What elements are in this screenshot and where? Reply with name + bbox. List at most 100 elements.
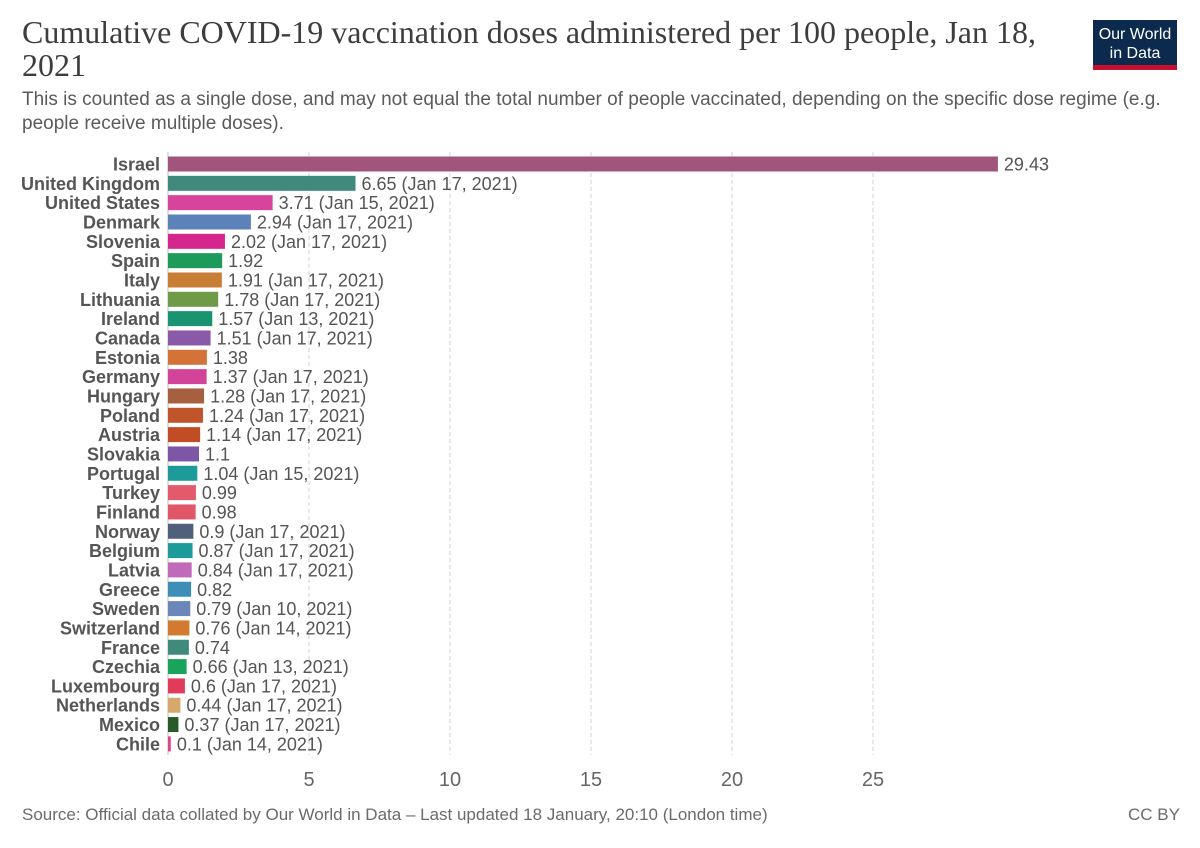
category-label: Chile [116,734,160,754]
bar-row-lithuania[interactable]: Lithuania 1.78 (Jan 17, 2021) [80,290,380,310]
value-label: 0.79 (Jan 10, 2021) [196,599,352,619]
bar[interactable] [168,427,201,443]
bar-row-portugal[interactable]: Portugal 1.04 (Jan 15, 2021) [87,464,359,484]
value-label: 1.51 (Jan 17, 2021) [217,328,373,348]
bar-row-mexico[interactable]: Mexico 0.37 (Jan 17, 2021) [99,715,341,735]
bar-row-greece[interactable]: Greece 0.82 [99,580,232,600]
bar[interactable] [168,485,196,501]
bar-row-slovakia[interactable]: Slovakia 1.1 [87,444,230,464]
bar-row-israel[interactable]: Israel 29.43 [113,155,1049,175]
value-label: 1.92 [228,251,263,271]
bar-row-norway[interactable]: Norway 0.9 (Jan 17, 2021) [95,522,346,542]
source-note: Source: Official data collated by Our Wo… [22,805,768,824]
bar-row-chile[interactable]: Chile 0.1 (Jan 14, 2021) [116,734,323,754]
bar[interactable] [168,543,193,559]
bar[interactable] [168,233,225,249]
bar[interactable] [168,330,211,346]
bar[interactable] [168,446,200,462]
bar[interactable] [168,562,192,578]
category-label: Denmark [83,212,161,232]
bar[interactable] [168,717,179,733]
category-label: Turkey [102,483,160,503]
bar-row-united-kingdom[interactable]: United Kingdom 6.65 (Jan 17, 2021) [21,174,518,194]
bar-row-spain[interactable]: Spain 1.92 [111,251,263,271]
bar[interactable] [168,388,205,404]
bar-row-estonia[interactable]: Estonia 1.38 [95,348,248,368]
bar[interactable] [168,465,198,481]
our-world-in-data-logo[interactable]: Our World in Data [1093,20,1177,70]
license-link[interactable]: CC BY [1128,805,1180,824]
bar-row-denmark[interactable]: Denmark 2.94 (Jan 17, 2021) [83,212,413,232]
bar[interactable] [168,697,181,713]
value-label: 2.02 (Jan 17, 2021) [231,232,387,252]
category-label: Israel [113,155,160,175]
bar[interactable] [168,678,185,694]
bar[interactable] [168,253,223,269]
value-label: 1.57 (Jan 13, 2021) [218,309,374,329]
bar[interactable] [168,349,207,365]
bar[interactable] [168,601,191,617]
x-tick-label: 15 [580,769,602,791]
bar-row-germany[interactable]: Germany 1.37 (Jan 17, 2021) [82,367,369,387]
bar-row-austria[interactable]: Austria 1.14 (Jan 17, 2021) [98,425,362,445]
category-label: Luxembourg [51,676,160,696]
category-label: Portugal [87,464,160,484]
category-label: Ireland [101,309,160,329]
bar-row-czechia[interactable]: Czechia 0.66 (Jan 13, 2021) [92,657,349,677]
value-label: 0.98 [202,502,237,522]
bar-row-slovenia[interactable]: Slovenia 2.02 (Jan 17, 2021) [86,232,387,252]
bar-row-ireland[interactable]: Ireland 1.57 (Jan 13, 2021) [101,309,374,329]
bar[interactable] [168,523,194,539]
value-label: 1.78 (Jan 17, 2021) [224,290,380,310]
category-label: Czechia [92,657,161,677]
bar[interactable] [168,581,192,597]
bar-row-canada[interactable]: Canada 1.51 (Jan 17, 2021) [95,328,373,348]
bar-row-france[interactable]: France 0.74 [101,638,230,658]
bar-row-sweden[interactable]: Sweden 0.79 (Jan 10, 2021) [92,599,352,619]
bar-row-belgium[interactable]: Belgium 0.87 (Jan 17, 2021) [89,541,355,561]
category-label: Mexico [99,715,160,735]
value-label: 1.14 (Jan 17, 2021) [206,425,362,445]
bar-row-hungary[interactable]: Hungary 1.28 (Jan 17, 2021) [87,386,366,406]
bar-row-finland[interactable]: Finland 0.98 [96,502,237,522]
bar[interactable] [168,156,998,172]
bar-row-united-states[interactable]: United States 3.71 (Jan 15, 2021) [45,193,435,213]
bar[interactable] [168,620,190,636]
bar[interactable] [168,311,213,327]
category-label: Canada [95,328,161,348]
bar-row-italy[interactable]: Italy 1.91 (Jan 17, 2021) [124,270,384,290]
bar-row-luxembourg[interactable]: Luxembourg 0.6 (Jan 17, 2021) [51,676,337,696]
category-label: United States [45,193,160,213]
value-label: 1.38 [213,348,248,368]
bar-row-netherlands[interactable]: Netherlands 0.44 (Jan 17, 2021) [56,696,343,716]
bar-row-turkey[interactable]: Turkey 0.99 [102,483,237,503]
bar[interactable] [168,504,196,520]
bar-row-poland[interactable]: Poland 1.24 (Jan 17, 2021) [100,406,365,426]
bar[interactable] [168,369,207,385]
value-label: 0.87 (Jan 17, 2021) [199,541,355,561]
bar[interactable] [168,407,203,423]
bar[interactable] [168,175,356,191]
x-tick-label: 20 [721,769,743,791]
bar[interactable] [168,272,222,288]
bar-row-switzerland[interactable]: Switzerland 0.76 (Jan 14, 2021) [60,618,352,638]
bar-row-latvia[interactable]: Latvia 0.84 (Jan 17, 2021) [108,560,354,580]
bar[interactable] [168,214,251,230]
category-label: Italy [124,270,160,290]
bar[interactable] [168,639,189,655]
value-label: 6.65 (Jan 17, 2021) [362,174,518,194]
x-tick-label: 10 [439,769,461,791]
chart-title: Cumulative COVID-19 vaccination doses ad… [22,14,1036,83]
category-label: Hungary [87,386,160,406]
value-label: 1.91 (Jan 17, 2021) [228,270,384,290]
category-label: Greece [99,580,160,600]
category-label: Switzerland [60,618,160,638]
bar[interactable] [168,736,171,752]
bar[interactable] [168,659,187,675]
bar[interactable] [168,195,273,211]
bars: Israel 29.43 United Kingdom 6.65 (Jan 17, 2… [21,155,1049,755]
category-label: Norway [95,522,160,542]
value-label: 2.94 (Jan 17, 2021) [257,212,413,232]
bar[interactable] [168,291,219,307]
value-label: 1.24 (Jan 17, 2021) [209,406,365,426]
